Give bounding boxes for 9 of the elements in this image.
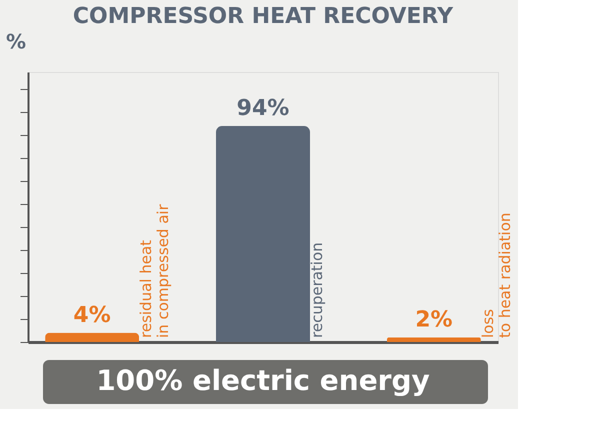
text: 100% electric energy	[96, 364, 430, 397]
x-tick-label: recuperation	[308, 242, 326, 338]
data-label: 94%	[236, 96, 290, 121]
y-axis-title: %	[6, 30, 26, 54]
data-label: 2%	[415, 307, 453, 332]
x-tick-label: residual heat in compressed air	[137, 203, 172, 338]
chart-title: COMPRESSOR HEAT RECOVERY	[72, 4, 454, 29]
data-label: 4%	[73, 302, 111, 328]
x-tick-label: loss to heat radiation	[478, 212, 514, 338]
